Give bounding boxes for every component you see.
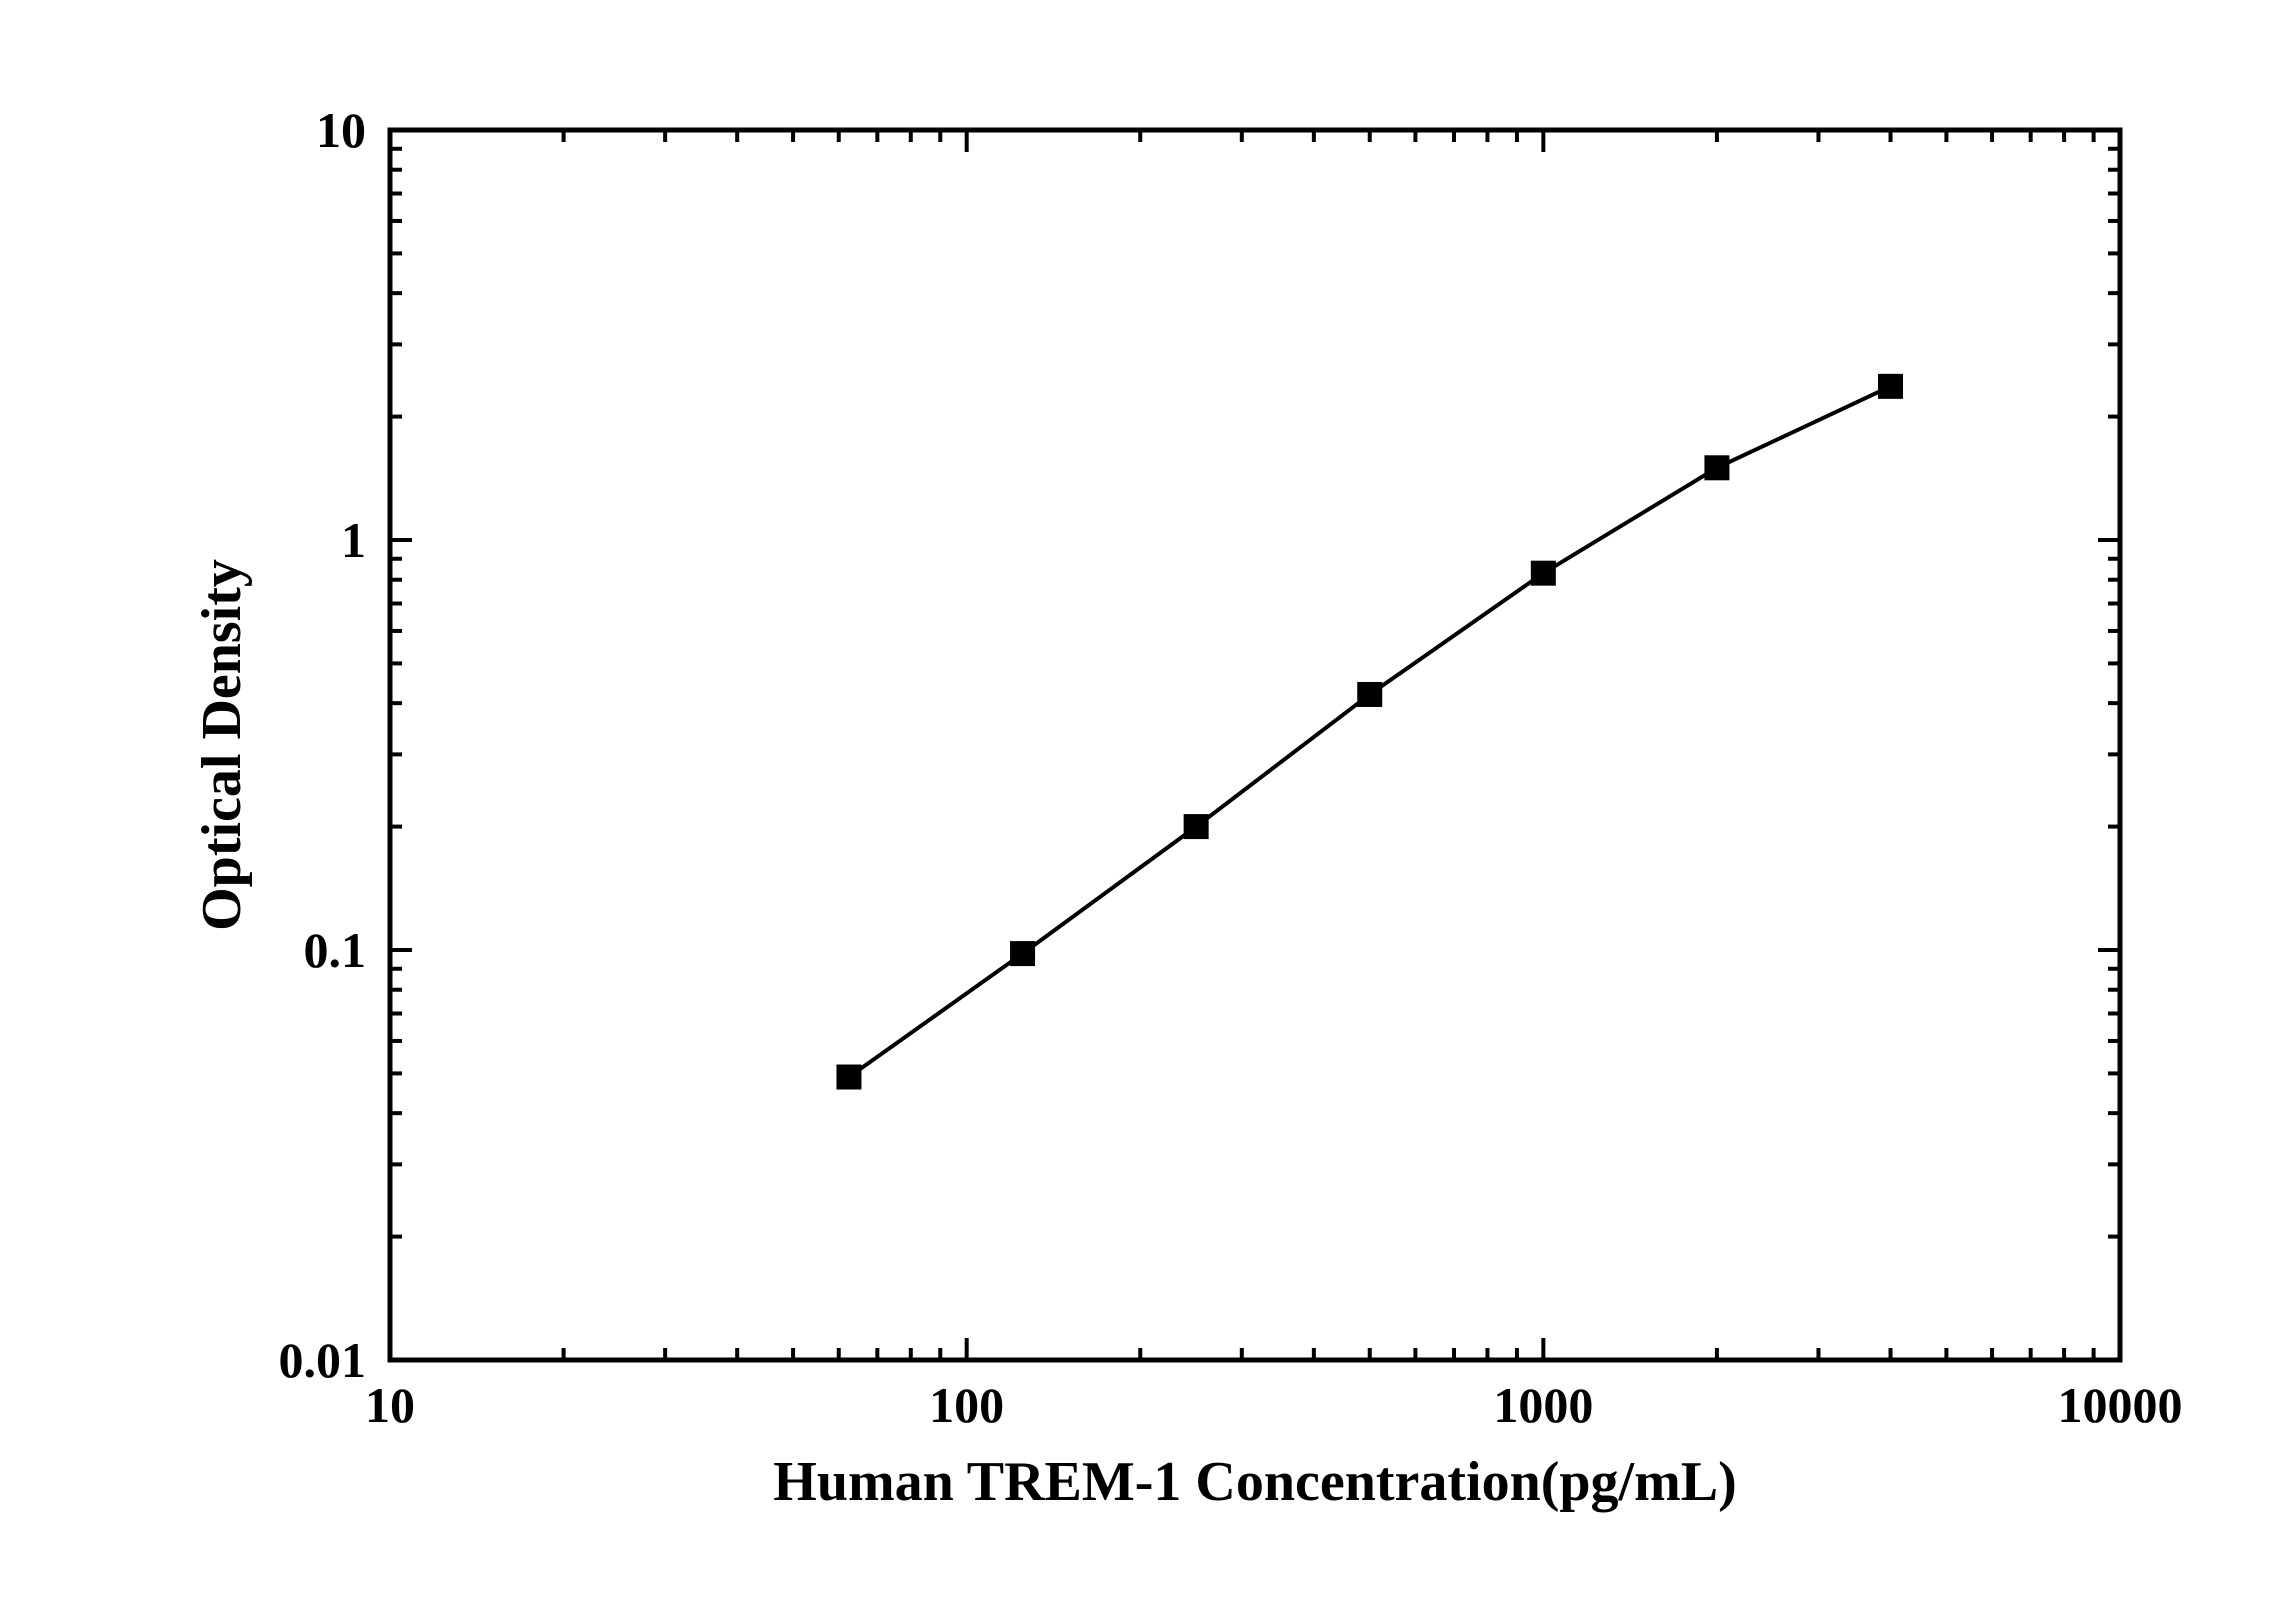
x-tick-label: 10 <box>365 1377 415 1433</box>
data-marker <box>1705 456 1729 480</box>
y-tick-label: 1 <box>341 512 366 568</box>
y-tick-label: 10 <box>316 102 366 158</box>
data-marker <box>1011 942 1035 966</box>
data-marker <box>837 1065 861 1089</box>
data-marker <box>1184 815 1208 839</box>
data-marker <box>1531 561 1555 585</box>
x-tick-label: 1000 <box>1493 1377 1593 1433</box>
x-tick-label: 10000 <box>2058 1377 2183 1433</box>
data-marker <box>1358 682 1382 706</box>
y-axis-label: Optical Density <box>191 559 253 931</box>
data-marker <box>1879 374 1903 398</box>
chart-svg: 10 100 1000 10000 0.01 0.1 1 10 Human TREM-1 Con… <box>0 0 2296 1604</box>
x-tick-label: 100 <box>929 1377 1004 1433</box>
chart-container: 10 100 1000 10000 0.01 0.1 1 10 Human TREM-1 Con… <box>0 0 2296 1604</box>
x-axis-label: Human TREM-1 Concentration(pg/mL) <box>773 1451 1736 1513</box>
y-tick-label: 0.01 <box>279 1332 367 1388</box>
y-tick-label: 0.1 <box>304 922 367 978</box>
